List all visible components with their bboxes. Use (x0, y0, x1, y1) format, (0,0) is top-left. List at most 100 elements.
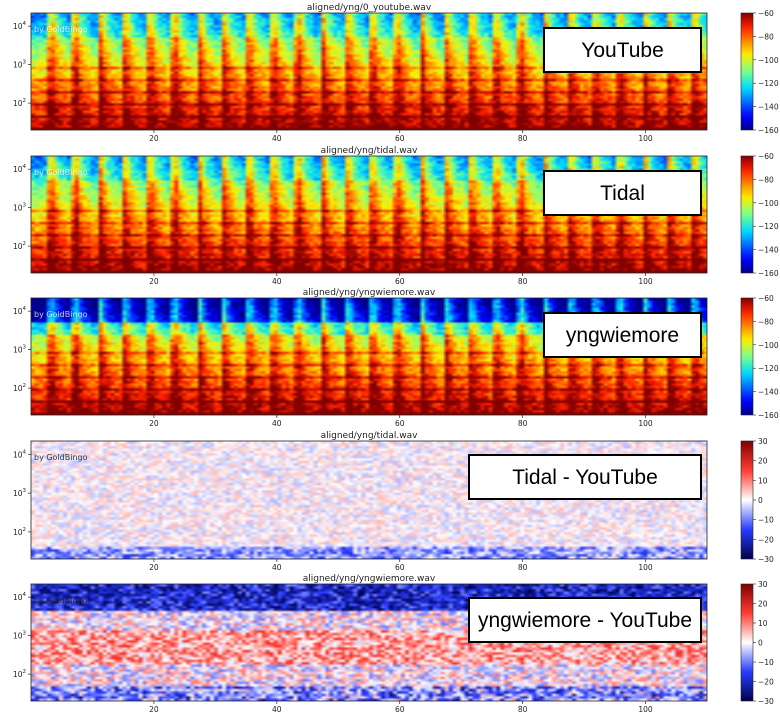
x-tick-label: 20 (149, 563, 159, 572)
colorbar (740, 155, 754, 274)
x-tick-label: 80 (518, 277, 528, 286)
x-tick-label: 100 (638, 419, 653, 428)
x-tick-label: 60 (395, 705, 405, 714)
colorbar-tick-label: −20 (758, 535, 774, 544)
colorbar-tick-label: −10 (758, 658, 774, 667)
colorbar-tick-label: −140 (758, 246, 779, 255)
source-label: Tidal (600, 182, 645, 205)
plot-frame (30, 583, 708, 702)
colorbar-tick-label: −80 (758, 175, 774, 184)
x-tick-label: 100 (638, 277, 653, 286)
spectrogram-panel-5: aligned/yng/yngwiemore.wav by GoldBingo 20… (13, 574, 774, 714)
panel-title: aligned/yng/yngwiemore.wav (303, 574, 436, 584)
x-tick-label: 80 (518, 134, 528, 143)
colorbar-tick-label: −100 (758, 199, 779, 208)
colorbar-tick-label: 0 (758, 639, 763, 648)
x-tick-label: 20 (149, 419, 159, 428)
y-tick-label: 104 (13, 21, 27, 31)
colorbar-tick-label: −140 (758, 388, 779, 397)
colorbar-tick-label: 20 (758, 600, 768, 609)
y-tick-label: 103 (13, 488, 27, 498)
spectrogram-panel-3: aligned/yng/yngwiemore.wav by GoldBingo 20… (13, 288, 779, 428)
colorbar-tick-label: 30 (758, 580, 768, 589)
colorbar-tick-label: 10 (758, 619, 768, 628)
colorbar-tick-label: −80 (758, 317, 774, 326)
colorbar-tick-label: −100 (758, 56, 779, 65)
source-label-box (468, 454, 702, 500)
x-tick-label: 40 (272, 419, 282, 428)
watermark-text: by GoldBingo (34, 596, 88, 605)
y-tick-label: 104 (13, 306, 27, 316)
x-tick-label: 80 (518, 705, 528, 714)
colorbar-tick-label: −100 (758, 341, 779, 350)
colorbar-tick-label: −80 (758, 32, 774, 41)
watermark-text: by GoldBingo (34, 453, 88, 462)
x-tick-label: 80 (518, 419, 528, 428)
watermark-text: by GoldBingo (34, 25, 88, 34)
colorbar-tick-label: −120 (758, 79, 779, 88)
colorbar-tick-label: −60 (758, 152, 774, 161)
colorbar-tick-label: −60 (758, 294, 774, 303)
x-tick-label: 60 (395, 419, 405, 428)
spectrogram-panel-4: aligned/yng/tidal.wav by GoldBingo 20 40 60 8… (13, 431, 774, 572)
plot-frame (30, 12, 708, 131)
y-tick-label: 104 (13, 164, 27, 174)
watermark-text: by GoldBingo (34, 168, 88, 177)
colorbar-tick-label: −30 (758, 697, 774, 706)
x-tick-label: 60 (395, 134, 405, 143)
x-tick-label: 100 (638, 563, 653, 572)
colorbar-tick-label: −120 (758, 364, 779, 373)
y-tick-label: 102 (13, 241, 26, 251)
panel-title: aligned/yng/yngwiemore.wav (303, 288, 436, 298)
x-tick-label: 80 (518, 563, 528, 572)
source-label-box (543, 27, 702, 73)
x-tick-label: 100 (638, 134, 653, 143)
colorbar (740, 440, 754, 560)
source-label-box (543, 170, 702, 216)
x-tick-label: 60 (395, 563, 405, 572)
y-tick-label: 102 (13, 527, 26, 537)
y-tick-label: 102 (13, 98, 26, 108)
x-tick-label: 40 (272, 134, 282, 143)
source-label: YouTube (581, 39, 664, 62)
x-tick-label: 40 (272, 277, 282, 286)
colorbar-tick-label: −140 (758, 103, 779, 112)
plot-frame (30, 297, 708, 416)
colorbar-tick-label: −60 (758, 9, 774, 18)
colorbar-tick-label: −30 (758, 555, 774, 564)
colorbar (740, 12, 754, 131)
colorbar (740, 583, 754, 702)
colorbar (740, 297, 754, 416)
x-tick-label: 100 (638, 705, 653, 714)
source-label-box (543, 312, 702, 358)
source-label-box (468, 597, 702, 643)
colorbar-tick-label: 10 (758, 476, 768, 485)
x-tick-label: 60 (395, 277, 405, 286)
panel-title: aligned/yng/tidal.wav (321, 146, 418, 156)
source-label: Tidal - YouTube (512, 466, 658, 489)
spectrogram-panel-2: aligned/yng/tidal.wav by GoldBingo 20 40 60 8… (13, 146, 779, 286)
colorbar-tick-label: 0 (758, 496, 763, 505)
colorbar-tick-label: −160 (758, 411, 779, 420)
plot-frame (30, 155, 708, 274)
panel-title: aligned/yng/tidal.wav (321, 431, 418, 441)
plot-frame (30, 440, 708, 560)
y-tick-label: 103 (13, 203, 27, 213)
source-label: yngwiemore (566, 324, 679, 347)
y-tick-label: 103 (13, 345, 27, 355)
y-tick-label: 104 (13, 449, 27, 459)
y-tick-label: 102 (13, 383, 26, 393)
y-tick-label: 102 (13, 669, 26, 679)
y-tick-label: 103 (13, 631, 27, 641)
panel-title: aligned/yng/0_youtube.wav (307, 3, 432, 13)
watermark-text: by GoldBingo (34, 310, 88, 319)
colorbar-tick-label: −20 (758, 678, 774, 687)
source-label: yngwiemore - YouTube (478, 609, 692, 632)
y-tick-label: 104 (13, 592, 27, 602)
colorbar-tick-label: −160 (758, 269, 779, 278)
x-tick-label: 40 (272, 705, 282, 714)
colorbar-tick-label: −120 (758, 222, 779, 231)
colorbar-tick-label: 30 (758, 437, 768, 446)
